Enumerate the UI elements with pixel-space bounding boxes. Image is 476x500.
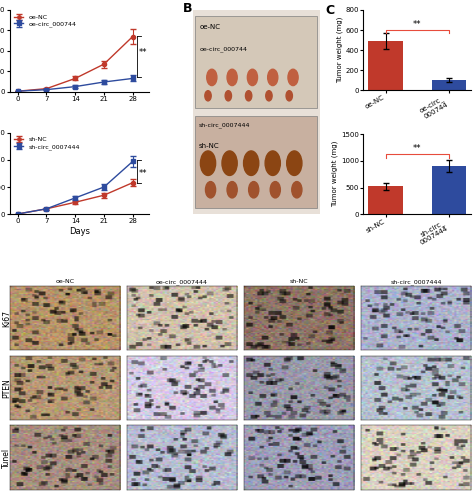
Circle shape	[248, 69, 258, 86]
Circle shape	[225, 90, 231, 101]
FancyBboxPatch shape	[195, 116, 317, 208]
Bar	[368, 186, 403, 214]
Circle shape	[246, 90, 252, 101]
Bar	[432, 80, 466, 90]
Text: **: **	[139, 170, 148, 178]
Circle shape	[222, 151, 237, 176]
Title: sh-circ_0007444: sh-circ_0007444	[390, 279, 442, 284]
Circle shape	[206, 182, 216, 198]
Circle shape	[205, 90, 211, 101]
Circle shape	[288, 69, 298, 86]
Circle shape	[248, 182, 259, 198]
Circle shape	[292, 182, 302, 198]
Y-axis label: Tumor weight (mg): Tumor weight (mg)	[337, 17, 343, 83]
Title: sh-NC: sh-NC	[289, 279, 308, 284]
Text: sh-circ_0007444: sh-circ_0007444	[199, 122, 251, 128]
Text: C: C	[326, 4, 335, 16]
Circle shape	[286, 90, 292, 101]
Text: **: **	[139, 48, 148, 58]
Legend: sh-NC, sh-circ_0007444: sh-NC, sh-circ_0007444	[13, 136, 81, 151]
Text: oe-circ_000744: oe-circ_000744	[199, 47, 247, 52]
FancyBboxPatch shape	[195, 16, 317, 108]
Title: oe-circ_0007444: oe-circ_0007444	[156, 279, 208, 284]
Legend: oe-NC, oe-circ_000744: oe-NC, oe-circ_000744	[13, 13, 78, 28]
X-axis label: Days: Days	[69, 227, 90, 236]
Y-axis label: PTEN: PTEN	[2, 378, 11, 398]
Text: **: **	[413, 144, 422, 153]
Circle shape	[265, 151, 280, 176]
Circle shape	[244, 151, 259, 176]
Title: oe-NC: oe-NC	[55, 279, 74, 284]
Text: **: **	[413, 20, 422, 29]
Circle shape	[207, 69, 217, 86]
Circle shape	[227, 69, 237, 86]
Y-axis label: Ki67: Ki67	[2, 310, 11, 326]
Y-axis label: Tumor weight (mg): Tumor weight (mg)	[332, 141, 338, 208]
Y-axis label: Tunel: Tunel	[2, 448, 11, 468]
Circle shape	[227, 182, 237, 198]
Bar	[432, 166, 466, 214]
Circle shape	[287, 151, 302, 176]
Bar	[368, 41, 403, 90]
Text: oe-NC: oe-NC	[199, 24, 220, 30]
Circle shape	[266, 90, 272, 101]
Circle shape	[270, 182, 280, 198]
Circle shape	[268, 69, 278, 86]
Text: B: B	[183, 2, 192, 15]
Circle shape	[200, 151, 216, 176]
Text: sh-NC: sh-NC	[199, 143, 220, 149]
